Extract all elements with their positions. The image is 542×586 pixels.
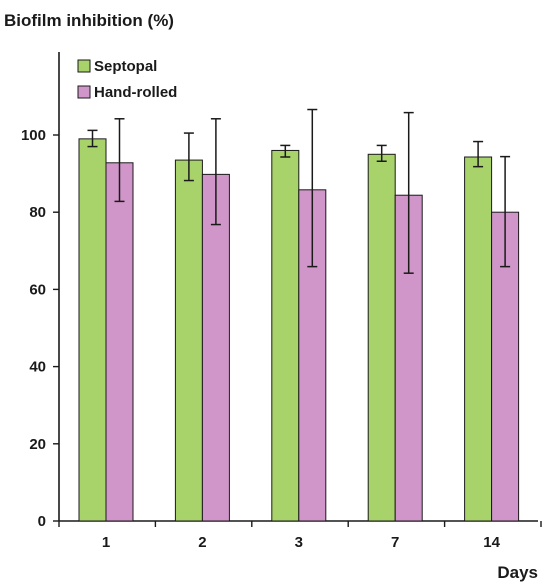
x-axis-title: Days (497, 563, 538, 582)
legend-label-hand-rolled: Hand-rolled (94, 84, 177, 101)
bar-septopal-day-3 (271, 149, 300, 522)
bar-septopal-day-2 (174, 159, 203, 522)
x-tick-label: 3 (295, 534, 303, 551)
y-ticks: 0 20 40 60 80 100 (21, 127, 59, 530)
x-tick-label: 7 (391, 534, 399, 551)
x-tick-label: 1 (102, 534, 110, 551)
error-bar (87, 129, 98, 148)
bar-septopal-day-7 (367, 153, 396, 522)
legend: Septopal Hand-rolled (77, 58, 177, 101)
error-bar (210, 118, 221, 226)
error-bar (403, 111, 414, 274)
error-bar (307, 108, 318, 268)
error-bar (473, 140, 484, 168)
y-tick-label: 100 (21, 127, 46, 144)
bar-hand-rolled-day-1 (105, 162, 134, 522)
error-bar (183, 132, 194, 182)
x-tick-label: 2 (198, 534, 206, 551)
error-bar (280, 144, 291, 158)
x-tick-label: 14 (483, 534, 500, 551)
error-bar (114, 118, 125, 203)
bar-hand-rolled-day-2 (201, 173, 230, 522)
error-bars (87, 108, 511, 274)
bar-septopal-day-14 (464, 156, 493, 522)
x-ticks: 1 2 3 7 14 (58, 521, 542, 551)
y-tick-label: 40 (29, 359, 46, 376)
y-tick-label: 20 (29, 436, 46, 453)
error-bar (376, 144, 387, 162)
y-tick-label: 0 (38, 513, 46, 530)
legend-label-septopal: Septopal (94, 58, 157, 75)
error-bar (500, 155, 511, 268)
legend-swatch-hand-rolled (77, 85, 91, 99)
bar-septopal-day-1 (78, 138, 107, 522)
y-tick-label: 80 (29, 204, 46, 221)
y-axis-title: Biofilm inhibition (%) (4, 11, 174, 30)
y-tick-label: 60 (29, 281, 46, 298)
legend-swatch-septopal (77, 59, 91, 73)
bars (78, 138, 520, 522)
